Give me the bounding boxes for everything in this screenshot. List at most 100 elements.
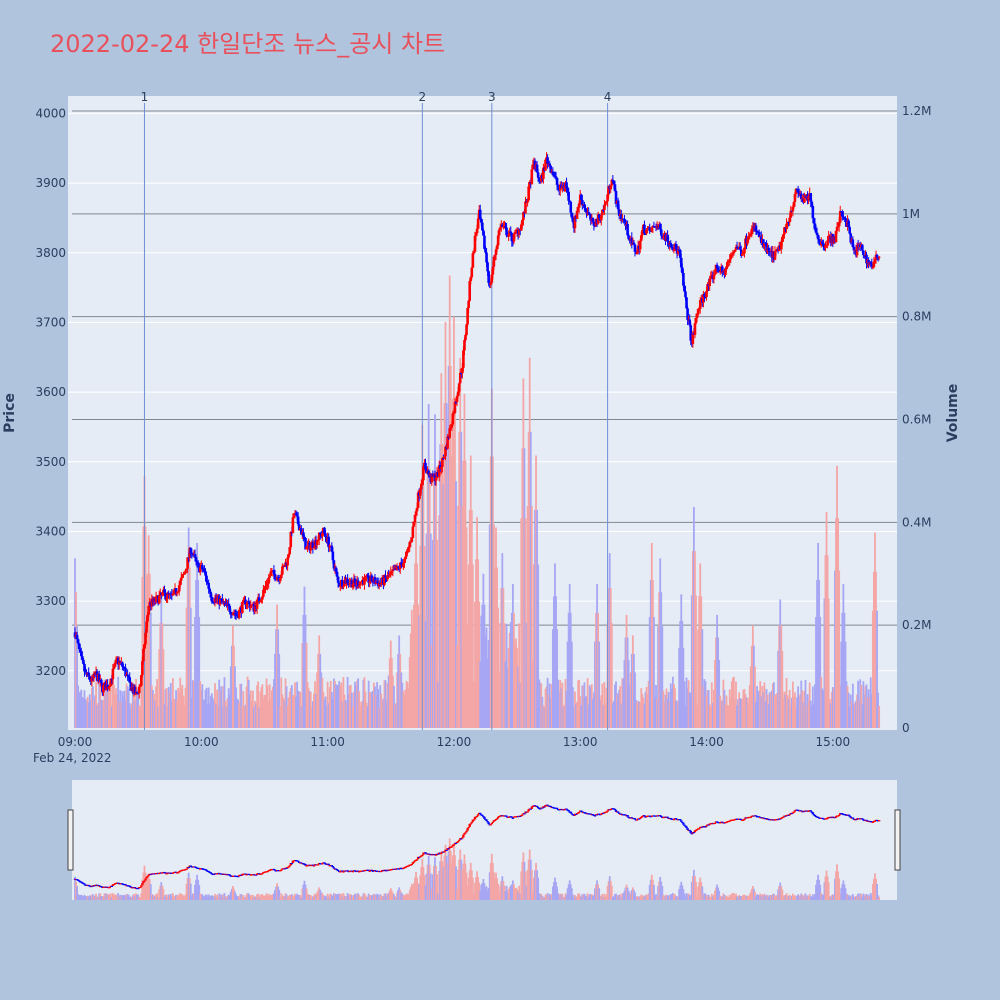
- mini-volume-bar: [634, 892, 636, 900]
- mini-candle: [189, 865, 192, 867]
- volume-bar: [99, 679, 102, 728]
- mini-volume-bar: [642, 895, 645, 900]
- volume-bar: [499, 623, 502, 728]
- candle-body: [512, 233, 516, 242]
- mini-volume-bar: [299, 895, 302, 900]
- volume-bar: [550, 684, 553, 728]
- volume-bar: [309, 691, 312, 728]
- candle-body: [295, 515, 299, 517]
- candle-body: [176, 591, 180, 593]
- volume-bar: [409, 633, 412, 728]
- mini-volume-bar: [153, 895, 155, 900]
- volume-bar: [368, 692, 371, 728]
- volume-bar: [647, 680, 650, 728]
- candle-body: [869, 262, 873, 264]
- mini-volume-bar: [661, 886, 664, 900]
- volume-bar: [544, 688, 547, 728]
- mini-volume-bar: [323, 896, 326, 900]
- volume-bar: [366, 706, 369, 728]
- mini-volume-bar: [807, 896, 810, 900]
- volume-bar: [567, 612, 570, 728]
- candle-body: [797, 192, 801, 195]
- candle-body: [121, 662, 124, 667]
- mini-volume-bar: [446, 863, 449, 900]
- mini-volume-bar: [787, 896, 790, 900]
- candle-body: [265, 585, 268, 587]
- range-slider-left-handle[interactable]: [67, 809, 74, 871]
- candle-body: [511, 241, 515, 243]
- mini-candle: [304, 863, 307, 866]
- volume-bar: [766, 694, 769, 728]
- candle-body: [538, 181, 542, 183]
- volume-bar: [868, 697, 871, 728]
- range-slider-background[interactable]: [72, 780, 897, 900]
- mini-volume-bar: [623, 890, 626, 900]
- mini-volume-bar: [756, 894, 758, 900]
- volume-bar: [320, 672, 323, 728]
- range-slider-right-handle[interactable]: [894, 809, 901, 871]
- mini-volume-bar: [579, 895, 582, 900]
- mini-volume-bar: [75, 881, 77, 900]
- volume-bar: [120, 701, 123, 728]
- mini-candle: [143, 880, 146, 882]
- volume-bar: [304, 614, 307, 728]
- mini-volume-bar: [779, 882, 782, 900]
- volume-bar: [126, 686, 129, 728]
- candle-body: [210, 597, 214, 602]
- volume-bar: [107, 690, 110, 728]
- volume-bar: [441, 444, 444, 728]
- volume-bar: [795, 707, 797, 728]
- volume-bar: [453, 316, 455, 728]
- mini-volume-bar: [782, 895, 785, 900]
- mini-candle: [666, 816, 669, 818]
- volume-bar: [436, 539, 438, 728]
- volume-bar: [170, 701, 173, 728]
- mini-volume-bar: [345, 896, 348, 900]
- volume-bar: [560, 688, 563, 728]
- candle-body: [346, 578, 349, 584]
- candle-body: [544, 159, 547, 171]
- mini-volume-bar: [344, 896, 347, 900]
- candle-body: [568, 200, 572, 202]
- volume-bar: [698, 596, 701, 728]
- mini-volume-bar: [502, 880, 505, 900]
- mini-volume-bar: [537, 877, 540, 900]
- candle-body: [672, 249, 676, 251]
- candle-body: [684, 291, 687, 298]
- mini-volume-bar: [119, 894, 122, 900]
- volume-bar: [609, 588, 612, 728]
- volume-bar: [749, 666, 752, 728]
- volume-bar: [742, 689, 745, 728]
- mini-candle: [482, 816, 485, 818]
- mini-volume-bar: [238, 896, 241, 900]
- candle-body: [229, 611, 233, 615]
- volume-bar: [373, 682, 375, 728]
- volume-bar: [733, 676, 735, 728]
- mini-volume-bar: [675, 896, 677, 900]
- mini-volume-bar: [443, 855, 446, 900]
- volume-bar: [242, 691, 245, 728]
- candle-body: [475, 228, 479, 234]
- volume-bar: [294, 682, 296, 728]
- mini-volume-bar: [755, 896, 757, 900]
- mini-volume-bar: [684, 896, 687, 900]
- volume-bar: [826, 555, 829, 728]
- volume-bar: [654, 696, 656, 728]
- mini-volume-bar: [293, 895, 295, 900]
- candle-body: [495, 245, 499, 250]
- mini-volume-bar: [636, 896, 638, 900]
- mini-candle: [792, 811, 796, 813]
- volume-bar: [805, 705, 808, 728]
- candle-body: [90, 677, 94, 682]
- mini-volume-bar: [801, 894, 804, 900]
- volume-bar: [405, 680, 408, 728]
- volume-bar: [657, 626, 660, 728]
- candle-body: [709, 275, 713, 279]
- candle-body: [370, 575, 374, 582]
- volume-bar: [845, 681, 848, 728]
- volume-bar: [263, 694, 266, 728]
- mini-volume-bar: [526, 869, 529, 900]
- candle-body: [444, 447, 447, 457]
- mini-volume-bar: [644, 895, 647, 900]
